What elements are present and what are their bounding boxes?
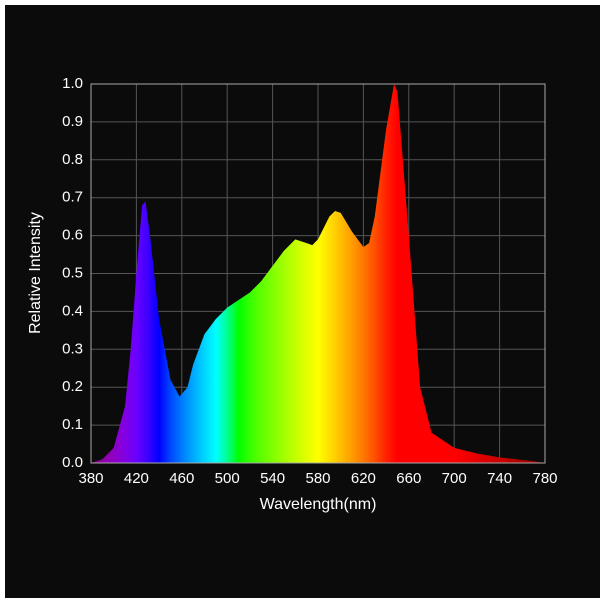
x-tick-label: 740 [487, 470, 512, 487]
x-tick-label: 580 [305, 470, 330, 487]
y-tick-label: 0.3 [62, 340, 83, 357]
y-tick-label: 0.4 [62, 302, 83, 319]
y-tick-label: 0.7 [62, 189, 83, 206]
x-tick-label: 620 [351, 470, 376, 487]
y-tick-label: 0.6 [62, 227, 83, 244]
x-tick-label: 660 [396, 470, 421, 487]
plot-border [90, 83, 546, 464]
x-tick-label: 420 [124, 470, 149, 487]
y-tick-label: 0.0 [62, 454, 83, 471]
x-tick-label: 540 [260, 470, 285, 487]
x-tick-label: 780 [532, 470, 557, 487]
x-tick-label: 460 [169, 470, 194, 487]
x-tick-label: 500 [215, 470, 240, 487]
x-tick-label: 700 [442, 470, 467, 487]
y-tick-label: 0.9 [62, 113, 83, 130]
y-tick-label: 0.8 [62, 151, 83, 168]
x-axis-label: Wavelength(nm) [260, 496, 377, 513]
x-tick-label: 380 [78, 470, 103, 487]
y-tick-label: 1.0 [62, 75, 83, 92]
y-tick-label: 0.1 [62, 416, 83, 433]
spectrum-area [91, 84, 545, 463]
y-tick-label: 0.5 [62, 264, 83, 281]
y-axis-label: Relative Intensity [27, 212, 44, 334]
y-tick-label: 0.2 [62, 378, 83, 395]
